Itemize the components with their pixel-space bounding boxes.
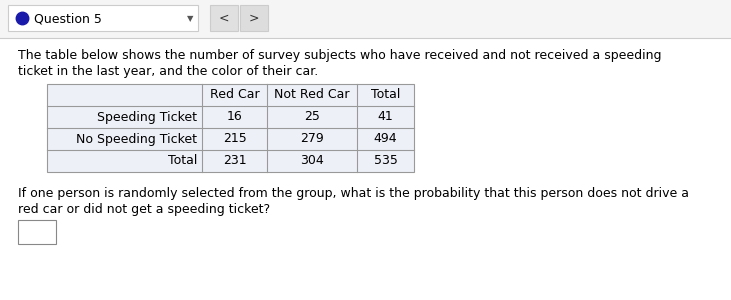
Bar bbox=[47, 84, 414, 172]
Text: 279: 279 bbox=[300, 133, 324, 146]
Text: 231: 231 bbox=[223, 154, 246, 167]
FancyBboxPatch shape bbox=[240, 5, 268, 31]
Text: 494: 494 bbox=[374, 133, 398, 146]
Text: 535: 535 bbox=[374, 154, 398, 167]
Text: 215: 215 bbox=[223, 133, 246, 146]
Text: 16: 16 bbox=[227, 110, 243, 124]
Text: The table below shows the number of survey subjects who have received and not re: The table below shows the number of surv… bbox=[18, 50, 662, 62]
Bar bbox=[0, 0, 731, 38]
Bar bbox=[47, 84, 414, 172]
Text: If one person is randomly selected from the group, what is the probability that : If one person is randomly selected from … bbox=[18, 188, 689, 200]
Text: No Speeding Ticket: No Speeding Ticket bbox=[76, 133, 197, 146]
Text: Total: Total bbox=[167, 154, 197, 167]
Text: ticket in the last year, and the color of their car.: ticket in the last year, and the color o… bbox=[18, 65, 318, 79]
FancyBboxPatch shape bbox=[210, 5, 238, 31]
Text: 41: 41 bbox=[378, 110, 393, 124]
FancyBboxPatch shape bbox=[8, 5, 198, 31]
Text: 25: 25 bbox=[304, 110, 320, 124]
Text: Red Car: Red Car bbox=[210, 88, 260, 101]
Text: 304: 304 bbox=[300, 154, 324, 167]
Text: Question 5: Question 5 bbox=[34, 12, 102, 25]
Text: Not Red Car: Not Red Car bbox=[274, 88, 349, 101]
Text: >: > bbox=[249, 12, 260, 25]
Bar bbox=[18, 220, 56, 244]
Text: <: < bbox=[219, 12, 230, 25]
Text: Speeding Ticket: Speeding Ticket bbox=[97, 110, 197, 124]
Text: Total: Total bbox=[371, 88, 400, 101]
Text: red car or did not get a speeding ticket?: red car or did not get a speeding ticket… bbox=[18, 203, 270, 217]
Text: ▼: ▼ bbox=[186, 14, 193, 23]
